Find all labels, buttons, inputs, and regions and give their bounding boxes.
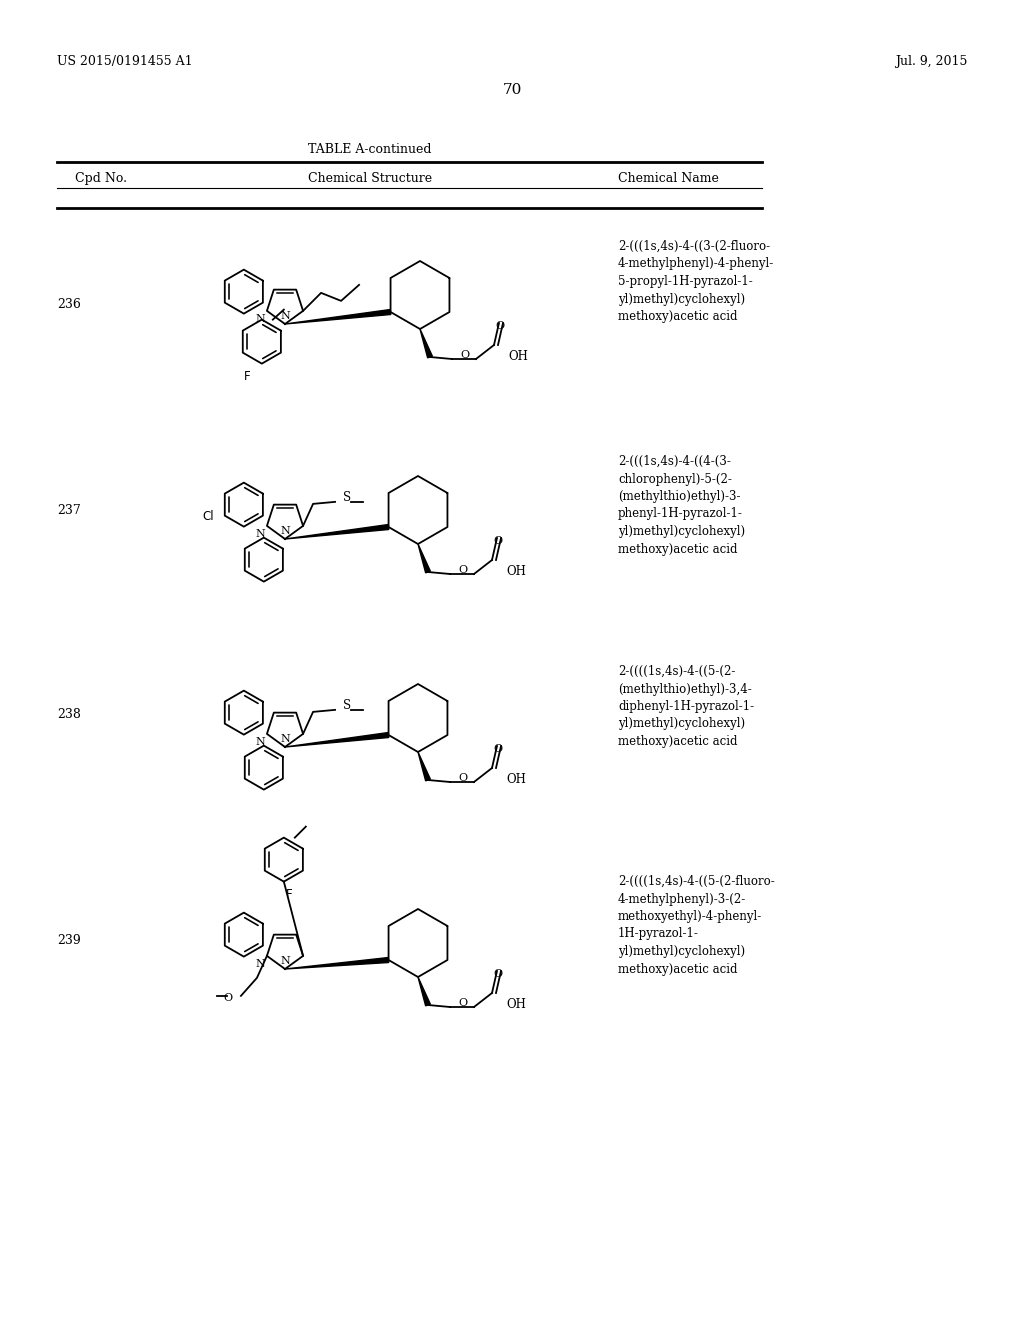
Text: Jul. 9, 2015: Jul. 9, 2015: [895, 55, 967, 69]
Text: N: N: [255, 737, 265, 747]
Text: N: N: [281, 956, 290, 966]
Text: O: O: [496, 321, 505, 331]
Text: O: O: [494, 969, 503, 979]
Text: Cl: Cl: [202, 510, 214, 523]
Text: Chemical Structure: Chemical Structure: [308, 172, 432, 185]
Text: TABLE A-continued: TABLE A-continued: [308, 143, 432, 156]
Text: O: O: [494, 536, 503, 546]
Text: O: O: [494, 744, 503, 754]
Text: S: S: [343, 491, 351, 504]
Text: 70: 70: [503, 83, 521, 96]
Text: F: F: [286, 887, 292, 900]
Polygon shape: [418, 544, 430, 573]
Text: OH: OH: [506, 998, 526, 1011]
Text: O: O: [224, 993, 232, 1003]
Text: 2-(((1s,4s)-4-((4-(3-
chlorophenyl)-5-(2-
(methylthio)ethyl)-3-
phenyl-1H-pyrazo: 2-(((1s,4s)-4-((4-(3- chlorophenyl)-5-(2…: [618, 455, 745, 556]
Text: F: F: [244, 370, 250, 383]
Text: OH: OH: [506, 565, 526, 578]
Text: O: O: [458, 774, 467, 783]
Text: Chemical Name: Chemical Name: [618, 172, 719, 185]
Text: 236: 236: [57, 298, 81, 312]
Text: 2-((((1s,4s)-4-((5-(2-fluoro-
4-methylphenyl)-3-(2-
methoxyethyl)-4-phenyl-
1H-p: 2-((((1s,4s)-4-((5-(2-fluoro- 4-methylph…: [618, 875, 775, 975]
Text: 238: 238: [57, 709, 81, 722]
Text: O: O: [458, 565, 467, 576]
Polygon shape: [285, 524, 389, 539]
Text: O: O: [458, 998, 467, 1008]
Polygon shape: [285, 309, 391, 323]
Text: N: N: [281, 312, 290, 321]
Polygon shape: [285, 957, 389, 969]
Text: 2-((((1s,4s)-4-((5-(2-
(methylthio)ethyl)-3,4-
diphenyl-1H-pyrazol-1-
yl)methyl): 2-((((1s,4s)-4-((5-(2- (methylthio)ethyl…: [618, 665, 754, 748]
Text: N: N: [281, 734, 290, 744]
Polygon shape: [420, 329, 432, 358]
Polygon shape: [418, 752, 430, 781]
Text: S: S: [343, 700, 351, 713]
Text: OH: OH: [508, 350, 528, 363]
Text: N: N: [255, 529, 265, 539]
Text: O: O: [460, 350, 469, 360]
Text: Cpd No.: Cpd No.: [75, 172, 127, 185]
Text: US 2015/0191455 A1: US 2015/0191455 A1: [57, 55, 193, 69]
Text: 237: 237: [57, 503, 81, 516]
Text: 239: 239: [57, 933, 81, 946]
Polygon shape: [418, 977, 430, 1006]
Text: N: N: [281, 525, 290, 536]
Text: 2-(((1s,4s)-4-((3-(2-fluoro-
4-methylphenyl)-4-phenyl-
5-propyl-1H-pyrazol-1-
yl: 2-(((1s,4s)-4-((3-(2-fluoro- 4-methylphe…: [618, 240, 774, 323]
Text: OH: OH: [506, 774, 526, 785]
Text: N: N: [255, 314, 265, 323]
Text: N: N: [255, 958, 265, 969]
Polygon shape: [285, 733, 389, 747]
